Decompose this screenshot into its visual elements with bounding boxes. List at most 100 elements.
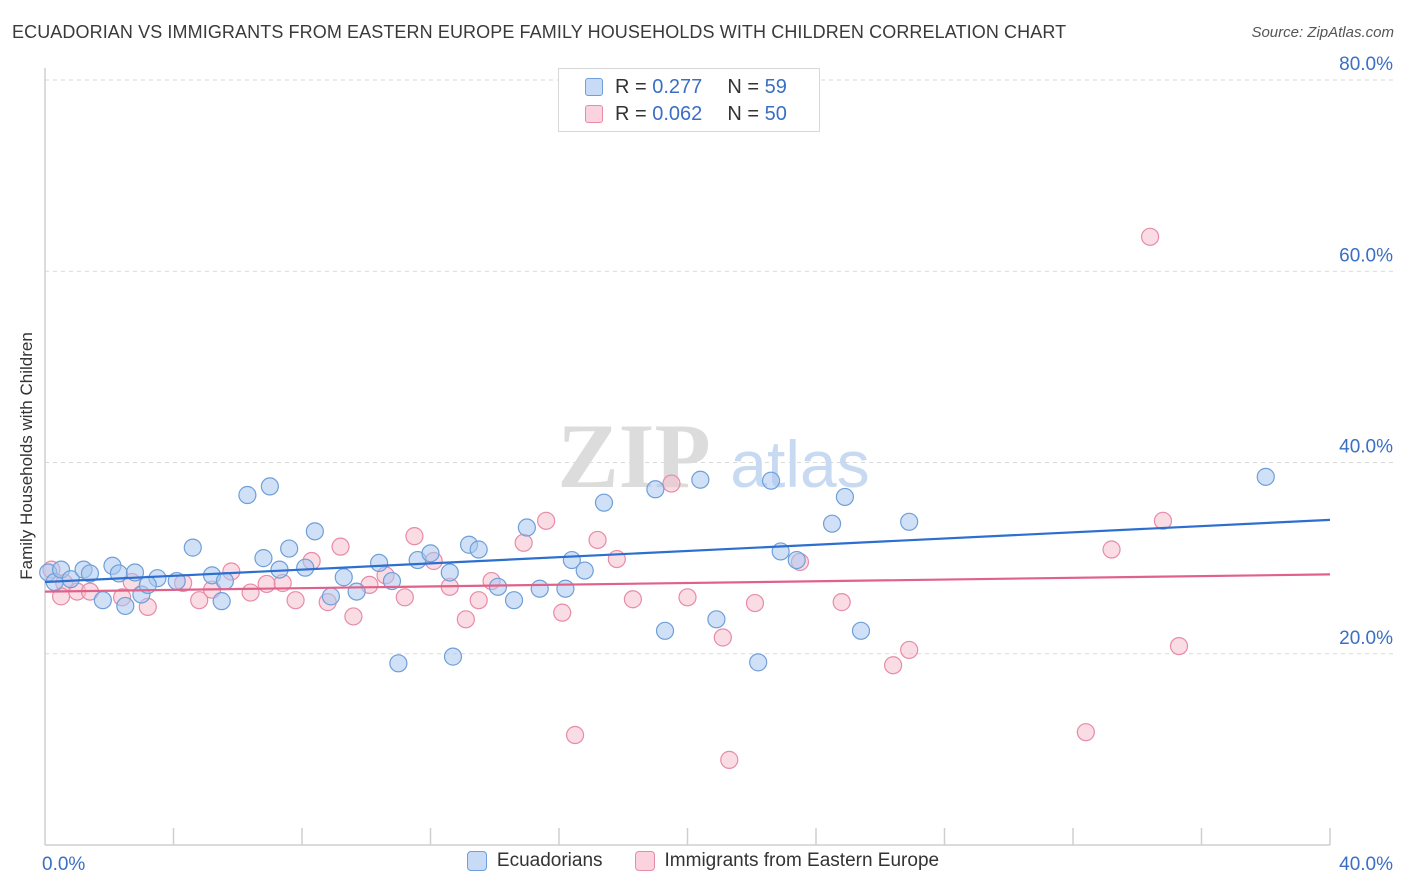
data-point	[1102, 540, 1121, 559]
legend-label: Ecuadorians	[496, 850, 603, 871]
series-ecuadorians	[39, 467, 1275, 673]
data-point	[389, 654, 408, 673]
data-point	[504, 591, 524, 610]
data-point	[556, 579, 575, 598]
tick-labels: 20.0% 40.0% 60.0% 80.0% 0.0% 40.0%	[42, 54, 1393, 875]
data-point	[334, 568, 353, 587]
chart-title: ECUADORIAN VS IMMIGRANTS FROM EASTERN EU…	[12, 22, 1067, 42]
data-point	[286, 591, 305, 610]
data-point	[1256, 467, 1275, 486]
data-point	[655, 621, 675, 640]
trend-line	[44, 518, 1331, 584]
n-value: 50	[764, 102, 787, 125]
data-point	[212, 592, 231, 611]
legend-label: Immigrants from Eastern Europe	[664, 850, 940, 871]
legend-swatch-pink	[585, 105, 603, 123]
data-point	[678, 588, 697, 607]
data-point	[588, 530, 607, 550]
data-point	[835, 487, 855, 507]
series-legend: Ecuadorians Immigrants from Eastern Euro…	[0, 850, 1406, 872]
stats-row-immigrants: R = 0.062 N = 50	[585, 102, 787, 126]
data-point	[395, 588, 414, 607]
watermark: ZIP atlas	[557, 405, 869, 507]
data-point	[517, 518, 536, 537]
data-point	[421, 544, 440, 563]
data-point	[469, 540, 488, 559]
data-point	[93, 591, 112, 610]
data-point	[1153, 511, 1173, 530]
trend-lines	[44, 518, 1331, 593]
r-label: R =	[615, 102, 647, 125]
data-point	[787, 550, 806, 570]
data-point	[530, 579, 549, 598]
data-point	[331, 537, 350, 556]
data-point	[646, 480, 665, 499]
legend-swatch-pink	[634, 851, 655, 871]
data-point	[370, 553, 389, 573]
data-point	[347, 582, 366, 601]
watermark-zip: ZIP	[557, 405, 710, 507]
data-point	[215, 571, 234, 591]
n-label: N =	[727, 75, 760, 98]
data-point	[720, 750, 739, 769]
data-point	[761, 471, 781, 490]
stats-legend: R = 0.277 N = 59 R = 0.062 N = 50	[558, 68, 820, 132]
data-point	[691, 470, 710, 489]
legend-swatch-blue	[585, 78, 603, 96]
data-point	[260, 477, 279, 496]
y-axis-label: Family Households with Children	[17, 332, 36, 580]
data-point	[749, 653, 768, 672]
trend-line	[44, 573, 1331, 593]
data-point	[1169, 636, 1189, 656]
data-point	[469, 591, 488, 610]
x-tick-label: 40.0%	[1339, 854, 1393, 875]
data-point	[900, 640, 919, 660]
axes	[44, 68, 1331, 846]
data-point	[1076, 723, 1095, 742]
data-point	[241, 583, 260, 602]
n-label: N =	[727, 102, 760, 125]
y-tick-label: 80.0%	[1339, 54, 1393, 75]
data-point	[822, 514, 842, 533]
data-point	[405, 527, 424, 546]
data-point	[851, 621, 871, 640]
legend-item-immigrants: Immigrants from Eastern Europe	[634, 850, 940, 872]
data-point	[280, 539, 299, 558]
data-point	[713, 628, 732, 647]
data-point	[900, 512, 919, 531]
r-label: R =	[615, 75, 647, 98]
data-point	[662, 474, 681, 493]
x-tick-label: 0.0%	[42, 854, 85, 875]
r-value: 0.062	[652, 102, 703, 125]
data-point	[321, 587, 341, 606]
data-point	[514, 533, 533, 552]
source-label: Source: ZipAtlas.com	[1251, 24, 1394, 41]
y-tick-label: 40.0%	[1339, 437, 1393, 458]
y-tick-label: 60.0%	[1339, 245, 1393, 266]
r-value: 0.277	[652, 75, 703, 98]
legend-swatch-blue	[466, 851, 487, 871]
data-point	[254, 549, 273, 568]
data-point	[440, 563, 459, 582]
data-point	[594, 493, 614, 512]
grid-lines	[45, 79, 1393, 655]
data-point	[565, 725, 585, 745]
data-point	[238, 485, 257, 505]
data-point	[832, 593, 851, 612]
data-point	[575, 561, 594, 580]
data-point	[883, 656, 903, 675]
data-point	[257, 574, 276, 594]
data-point	[296, 558, 315, 577]
data-point	[623, 590, 642, 609]
data-point	[553, 603, 572, 622]
data-point	[456, 610, 475, 629]
y-tick-label: 20.0%	[1339, 628, 1393, 649]
data-point	[537, 511, 556, 530]
data-point	[707, 610, 726, 629]
n-value: 59	[764, 75, 787, 98]
data-point	[61, 570, 80, 589]
data-point	[745, 593, 765, 613]
data-point	[443, 647, 463, 666]
data-point	[488, 577, 508, 596]
